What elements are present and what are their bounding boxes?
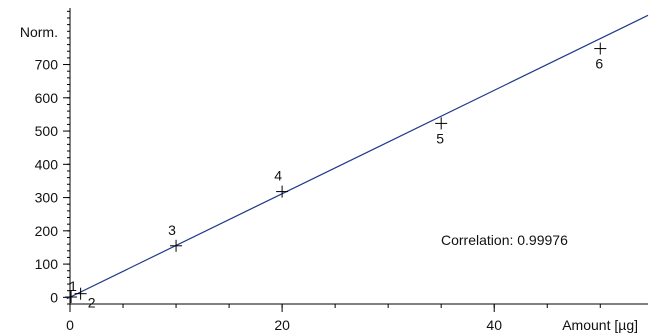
fit-line bbox=[66, 14, 649, 300]
point-label: 1 bbox=[69, 278, 77, 294]
point-label: 2 bbox=[88, 295, 96, 311]
point-label: 4 bbox=[274, 168, 282, 184]
data-point: 6 bbox=[594, 42, 607, 72]
data-points: 12 3 4 5 6 bbox=[65, 42, 607, 311]
point-label: 5 bbox=[436, 130, 444, 146]
fit-line-group bbox=[66, 14, 649, 300]
y-tick-label: 0 bbox=[50, 289, 58, 305]
correlation-annotation: Correlation: 0.99976 bbox=[441, 232, 568, 248]
y-tick-label: 400 bbox=[35, 156, 59, 172]
y-tick-label: 500 bbox=[35, 123, 59, 139]
point-label: 6 bbox=[595, 56, 603, 72]
x-tick-label: 40 bbox=[486, 317, 502, 333]
data-point: 2 bbox=[74, 287, 96, 311]
data-point: 4 bbox=[274, 168, 289, 198]
x-axis-label: Amount [µg] bbox=[562, 317, 638, 333]
axes: 0 100 200 300 400 500 600 700 0 20 40 bbox=[35, 8, 648, 333]
y-tick-label: 300 bbox=[35, 190, 59, 206]
data-point: 5 bbox=[435, 117, 448, 146]
y-tick-label: 100 bbox=[35, 256, 59, 272]
y-tick-label: 700 bbox=[35, 57, 59, 73]
point-label: 3 bbox=[168, 222, 176, 238]
data-point: 3 bbox=[168, 222, 183, 252]
y-tick-label: 200 bbox=[35, 223, 59, 239]
y-tick-label: 600 bbox=[35, 90, 59, 106]
data-point: 1 bbox=[65, 278, 77, 304]
x-tick-label: 0 bbox=[66, 317, 74, 333]
x-tick-label: 20 bbox=[274, 317, 290, 333]
y-axis-label: Norm. bbox=[20, 24, 58, 40]
